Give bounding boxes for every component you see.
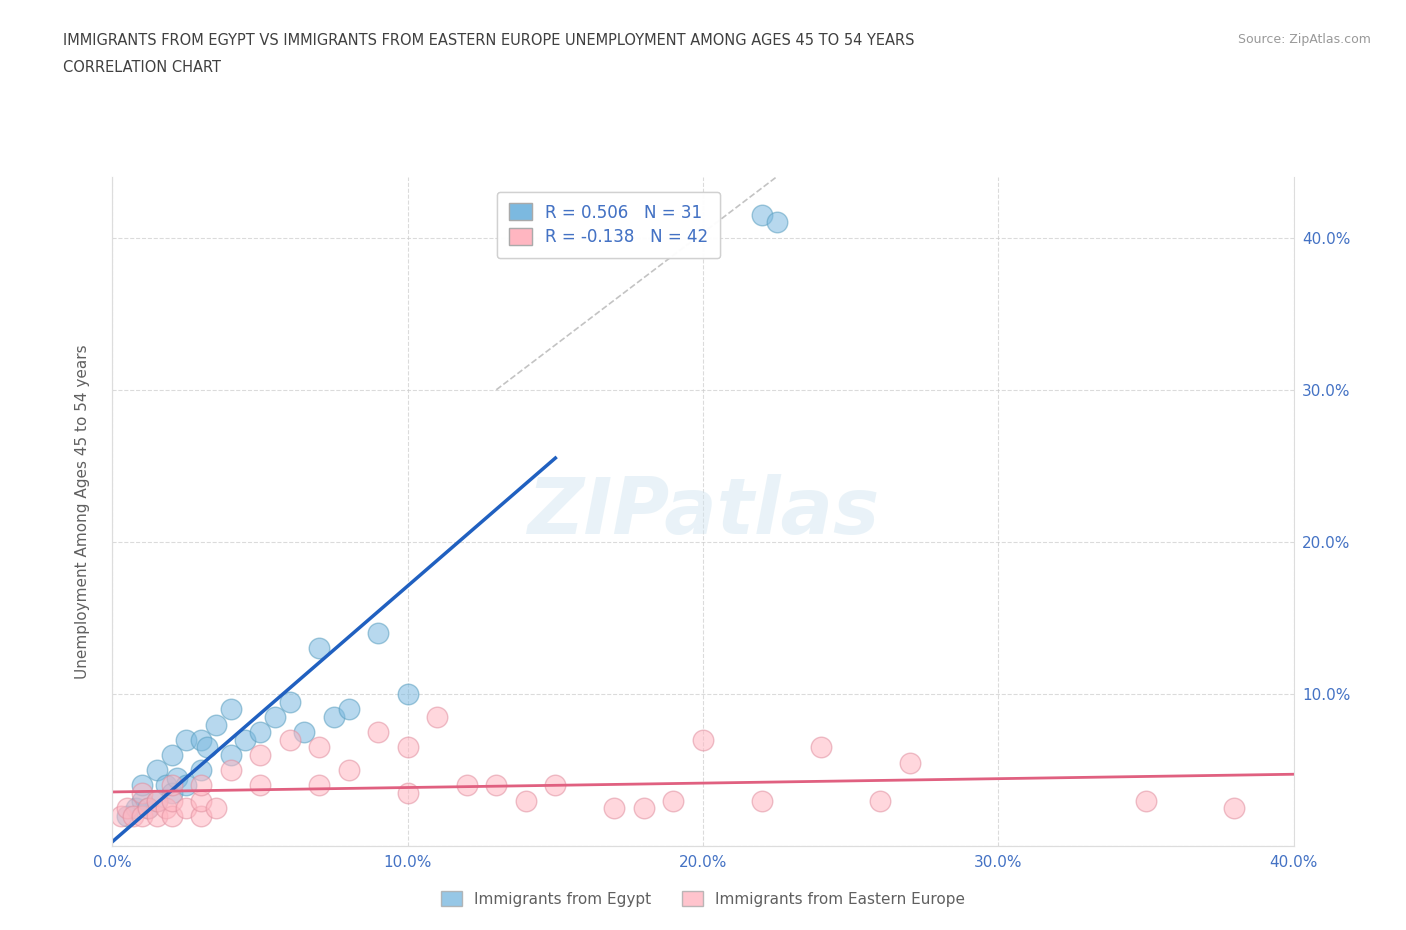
Point [396,786,419,801]
Point [131,808,153,823]
Point [292,724,315,739]
Point [396,686,419,701]
Point [278,695,301,710]
Legend: R = 0.506   N = 31, R = -0.138   N = 42: R = 0.506 N = 31, R = -0.138 N = 42 [496,192,720,258]
Point [131,786,153,801]
Point [396,740,419,755]
Point [367,724,389,739]
Point [146,793,169,808]
Point [337,763,360,777]
Point [766,215,789,230]
Point [692,732,714,747]
Point [515,793,537,808]
Point [308,740,330,755]
Point [278,732,301,747]
Point [146,793,169,808]
Point [205,801,228,816]
Point [174,732,197,747]
Point [308,778,330,793]
Point [249,724,271,739]
Point [456,778,478,793]
Point [1135,793,1157,808]
Point [160,808,183,823]
Point [190,778,212,793]
Y-axis label: Unemployment Among Ages 45 to 54 years: Unemployment Among Ages 45 to 54 years [76,344,90,679]
Point [751,793,773,808]
Point [544,778,567,793]
Point [633,801,655,816]
Point [131,793,153,808]
Point [308,641,330,656]
Point [603,801,626,816]
Point [426,710,449,724]
Point [662,793,685,808]
Point [160,786,183,801]
Point [233,732,256,747]
Point [810,740,832,755]
Legend: Immigrants from Egypt, Immigrants from Eastern Europe: Immigrants from Egypt, Immigrants from E… [434,885,972,913]
Point [160,793,183,808]
Text: ZIPatlas: ZIPatlas [527,473,879,550]
Point [110,808,132,823]
Point [174,778,197,793]
Point [1223,801,1246,816]
Point [337,702,360,717]
Point [205,717,228,732]
Point [190,808,212,823]
Point [219,748,242,763]
Point [122,808,145,823]
Point [869,793,891,808]
Point [219,702,242,717]
Point [155,801,177,816]
Point [249,778,271,793]
Point [485,778,508,793]
Point [136,801,159,816]
Point [131,778,153,793]
Point [174,801,197,816]
Point [323,710,346,724]
Point [117,801,138,816]
Point [125,801,148,816]
Point [264,710,287,724]
Point [190,732,212,747]
Point [751,207,773,222]
Point [898,755,921,770]
Point [367,626,389,641]
Point [146,763,169,777]
Point [190,763,212,777]
Text: Source: ZipAtlas.com: Source: ZipAtlas.com [1237,33,1371,46]
Point [136,801,159,816]
Point [160,748,183,763]
Point [155,778,177,793]
Point [195,740,218,755]
Point [160,778,183,793]
Point [190,793,212,808]
Point [249,748,271,763]
Point [219,763,242,777]
Text: IMMIGRANTS FROM EGYPT VS IMMIGRANTS FROM EASTERN EUROPE UNEMPLOYMENT AMONG AGES : IMMIGRANTS FROM EGYPT VS IMMIGRANTS FROM… [63,33,915,47]
Point [146,808,169,823]
Text: CORRELATION CHART: CORRELATION CHART [63,60,221,75]
Point [166,770,188,785]
Point [117,808,138,823]
